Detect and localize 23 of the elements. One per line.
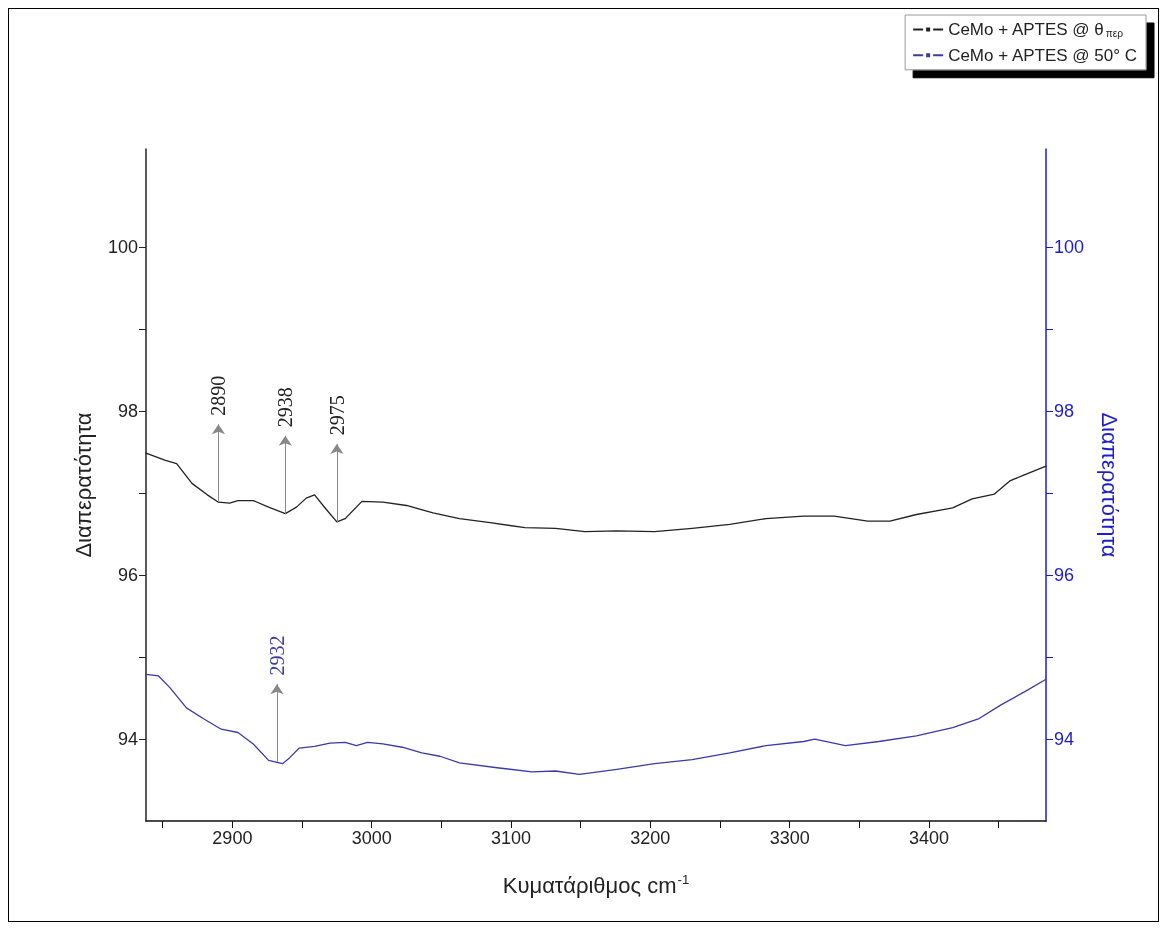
x-tick-label: 3200 bbox=[630, 828, 671, 848]
annotation: 2932 bbox=[265, 635, 288, 676]
y-tick-label: 100 bbox=[107, 237, 138, 258]
line-series bbox=[145, 673, 1047, 775]
legend-label: CeMo + APTES @ 50° C bbox=[948, 45, 1138, 65]
annotation: 2890 bbox=[207, 375, 230, 416]
y-axis-title: Διαπερατότητα bbox=[70, 412, 96, 558]
x-tick-label: 3100 bbox=[490, 828, 532, 848]
y2-tick-label: 94 bbox=[1054, 729, 1075, 750]
y2-tick-label: 100 bbox=[1054, 237, 1085, 258]
y-tick-label: 96 bbox=[117, 565, 138, 586]
y2-tick-label: 98 bbox=[1054, 401, 1075, 422]
y-tick-label: 94 bbox=[117, 729, 138, 750]
legend-label: CeMo + APTES @ θπερ bbox=[948, 20, 1124, 40]
annotation: 2938 bbox=[274, 387, 297, 428]
annotation: 2975 bbox=[325, 395, 348, 436]
y2-tick-label: 96 bbox=[1054, 565, 1075, 586]
y2-axis-title: Διαπερατότητα bbox=[1096, 412, 1122, 558]
y-tick-label: 98 bbox=[117, 401, 138, 422]
x-tick-label: 3400 bbox=[908, 828, 949, 848]
x-tick-label: 3300 bbox=[769, 828, 810, 848]
x-tick-label: 3000 bbox=[351, 828, 392, 848]
x-tick-label: 2900 bbox=[212, 828, 253, 848]
